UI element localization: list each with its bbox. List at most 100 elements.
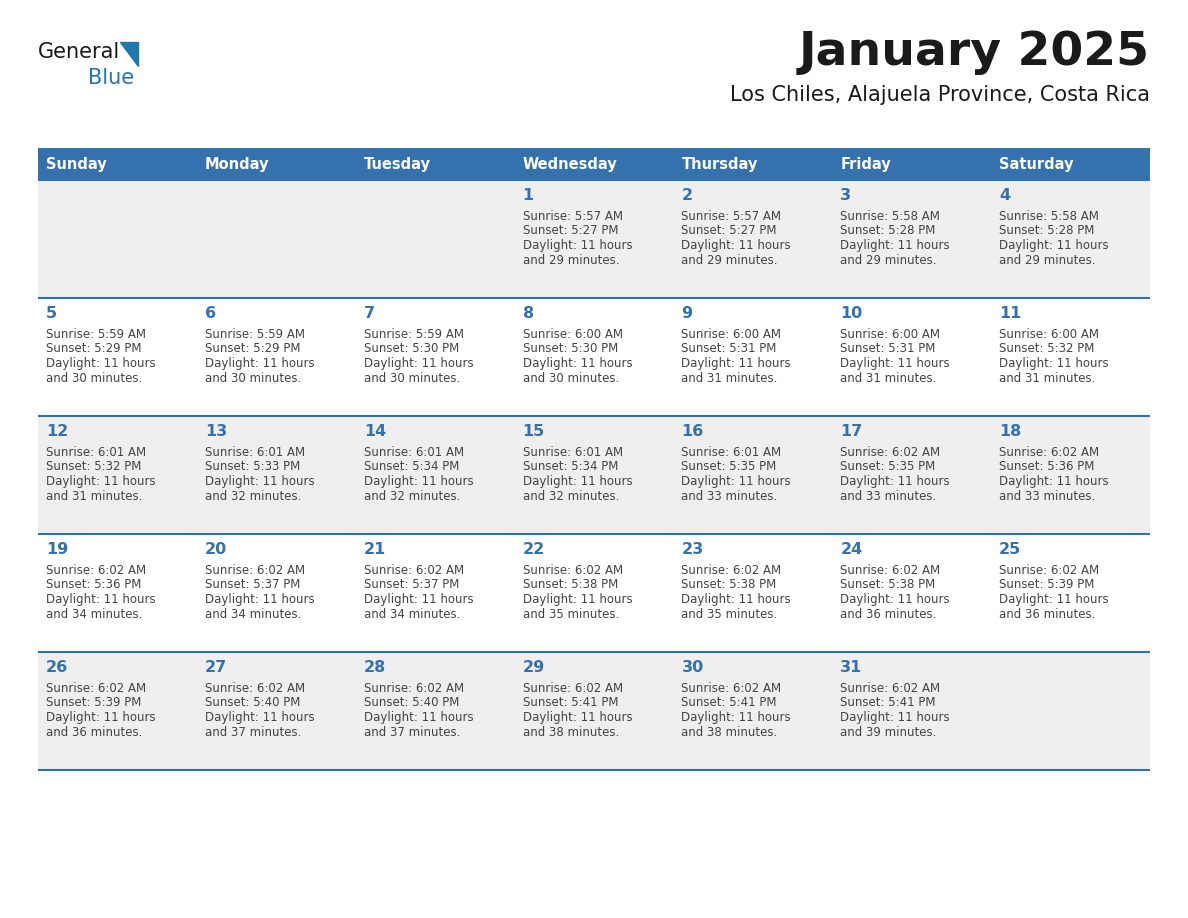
Bar (38, 652, 197, 770)
Bar (197, 298, 355, 416)
Bar (355, 180, 514, 298)
Text: 11: 11 (999, 306, 1022, 321)
Polygon shape (120, 42, 138, 66)
Text: Daylight: 11 hours: Daylight: 11 hours (682, 357, 791, 370)
Text: and 34 minutes.: and 34 minutes. (46, 608, 143, 621)
Text: and 29 minutes.: and 29 minutes. (999, 253, 1095, 266)
Text: Daylight: 11 hours: Daylight: 11 hours (840, 475, 950, 488)
Text: and 29 minutes.: and 29 minutes. (682, 253, 778, 266)
Text: Sunset: 5:34 PM: Sunset: 5:34 PM (523, 461, 618, 474)
Text: Sunrise: 5:58 AM: Sunrise: 5:58 AM (999, 210, 1099, 223)
Bar (674, 416, 833, 534)
Text: 12: 12 (46, 424, 68, 439)
Text: 22: 22 (523, 542, 545, 557)
Bar (991, 298, 1150, 416)
Bar (38, 180, 197, 298)
Text: Wednesday: Wednesday (523, 156, 618, 172)
Text: Daylight: 11 hours: Daylight: 11 hours (999, 593, 1108, 606)
Bar (833, 148, 991, 180)
Bar (674, 298, 833, 416)
Text: Sunrise: 6:02 AM: Sunrise: 6:02 AM (204, 682, 305, 695)
Text: Sunset: 5:38 PM: Sunset: 5:38 PM (682, 578, 777, 591)
Text: 2: 2 (682, 188, 693, 203)
Text: Sunset: 5:36 PM: Sunset: 5:36 PM (46, 578, 141, 591)
Text: and 31 minutes.: and 31 minutes. (46, 489, 143, 502)
Text: and 34 minutes.: and 34 minutes. (364, 608, 460, 621)
Text: 16: 16 (682, 424, 703, 439)
Text: Sunrise: 5:59 AM: Sunrise: 5:59 AM (204, 328, 305, 341)
Text: Tuesday: Tuesday (364, 156, 431, 172)
Text: Sunrise: 6:01 AM: Sunrise: 6:01 AM (204, 446, 305, 459)
Text: Sunset: 5:28 PM: Sunset: 5:28 PM (840, 225, 936, 238)
Text: Daylight: 11 hours: Daylight: 11 hours (682, 475, 791, 488)
Text: Sunrise: 6:02 AM: Sunrise: 6:02 AM (999, 446, 1099, 459)
Text: and 32 minutes.: and 32 minutes. (364, 489, 460, 502)
Text: Sunrise: 5:59 AM: Sunrise: 5:59 AM (46, 328, 146, 341)
Text: 6: 6 (204, 306, 216, 321)
Bar (514, 652, 674, 770)
Bar (514, 180, 674, 298)
Text: and 35 minutes.: and 35 minutes. (523, 608, 619, 621)
Text: and 37 minutes.: and 37 minutes. (204, 725, 302, 738)
Bar (355, 416, 514, 534)
Text: and 33 minutes.: and 33 minutes. (840, 489, 936, 502)
Bar (355, 148, 514, 180)
Text: and 31 minutes.: and 31 minutes. (682, 372, 778, 385)
Text: Daylight: 11 hours: Daylight: 11 hours (46, 475, 156, 488)
Text: Sunset: 5:35 PM: Sunset: 5:35 PM (840, 461, 935, 474)
Text: 15: 15 (523, 424, 545, 439)
Text: 20: 20 (204, 542, 227, 557)
Bar (833, 534, 991, 652)
Text: General: General (38, 42, 120, 62)
Text: Daylight: 11 hours: Daylight: 11 hours (840, 357, 950, 370)
Text: 25: 25 (999, 542, 1022, 557)
Text: and 36 minutes.: and 36 minutes. (999, 608, 1095, 621)
Text: 30: 30 (682, 660, 703, 675)
Text: Sunset: 5:28 PM: Sunset: 5:28 PM (999, 225, 1094, 238)
Text: 28: 28 (364, 660, 386, 675)
Bar (991, 416, 1150, 534)
Text: 19: 19 (46, 542, 68, 557)
Text: Sunrise: 6:02 AM: Sunrise: 6:02 AM (204, 564, 305, 577)
Text: Sunrise: 6:00 AM: Sunrise: 6:00 AM (523, 328, 623, 341)
Text: Sunrise: 6:02 AM: Sunrise: 6:02 AM (999, 564, 1099, 577)
Text: Daylight: 11 hours: Daylight: 11 hours (523, 593, 632, 606)
Text: Sunset: 5:37 PM: Sunset: 5:37 PM (204, 578, 301, 591)
Text: Sunset: 5:39 PM: Sunset: 5:39 PM (999, 578, 1094, 591)
Text: Daylight: 11 hours: Daylight: 11 hours (840, 239, 950, 252)
Text: 23: 23 (682, 542, 703, 557)
Bar (514, 298, 674, 416)
Text: and 37 minutes.: and 37 minutes. (364, 725, 460, 738)
Text: Sunset: 5:33 PM: Sunset: 5:33 PM (204, 461, 301, 474)
Text: Sunrise: 6:02 AM: Sunrise: 6:02 AM (523, 682, 623, 695)
Bar (833, 180, 991, 298)
Text: January 2025: January 2025 (800, 30, 1150, 75)
Text: 26: 26 (46, 660, 68, 675)
Text: Sunrise: 6:01 AM: Sunrise: 6:01 AM (523, 446, 623, 459)
Text: Daylight: 11 hours: Daylight: 11 hours (364, 711, 473, 724)
Text: Sunset: 5:31 PM: Sunset: 5:31 PM (840, 342, 936, 355)
Text: Daylight: 11 hours: Daylight: 11 hours (840, 711, 950, 724)
Text: Daylight: 11 hours: Daylight: 11 hours (523, 357, 632, 370)
Text: Daylight: 11 hours: Daylight: 11 hours (682, 711, 791, 724)
Text: 18: 18 (999, 424, 1022, 439)
Text: Sunset: 5:32 PM: Sunset: 5:32 PM (999, 342, 1094, 355)
Text: 17: 17 (840, 424, 862, 439)
Text: Daylight: 11 hours: Daylight: 11 hours (204, 593, 315, 606)
Text: and 31 minutes.: and 31 minutes. (999, 372, 1095, 385)
Bar (674, 534, 833, 652)
Text: and 30 minutes.: and 30 minutes. (523, 372, 619, 385)
Bar (991, 148, 1150, 180)
Text: Daylight: 11 hours: Daylight: 11 hours (46, 711, 156, 724)
Text: Sunrise: 5:59 AM: Sunrise: 5:59 AM (364, 328, 463, 341)
Text: Sunrise: 6:01 AM: Sunrise: 6:01 AM (682, 446, 782, 459)
Bar (197, 148, 355, 180)
Text: 31: 31 (840, 660, 862, 675)
Text: and 30 minutes.: and 30 minutes. (204, 372, 301, 385)
Text: Sunrise: 6:02 AM: Sunrise: 6:02 AM (46, 564, 146, 577)
Text: Sunset: 5:38 PM: Sunset: 5:38 PM (840, 578, 935, 591)
Text: and 30 minutes.: and 30 minutes. (46, 372, 143, 385)
Text: 10: 10 (840, 306, 862, 321)
Text: and 31 minutes.: and 31 minutes. (840, 372, 936, 385)
Text: and 33 minutes.: and 33 minutes. (682, 489, 778, 502)
